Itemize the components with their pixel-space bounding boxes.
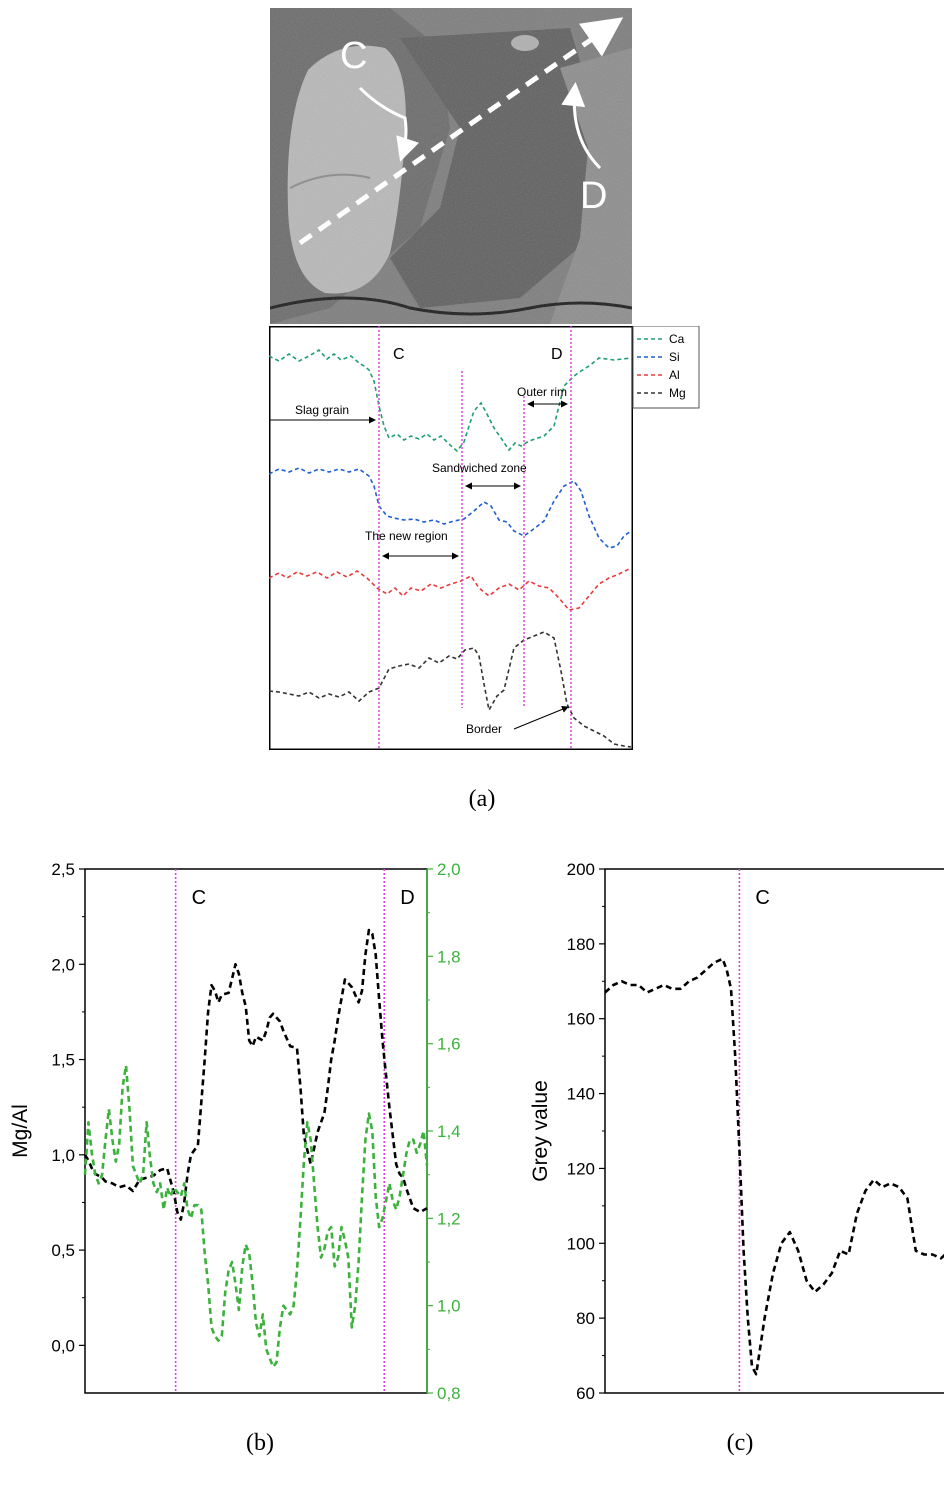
annotation-border: Border	[466, 722, 502, 736]
profile-legend: Ca Si Al Mg	[632, 326, 700, 409]
arrow-border	[513, 706, 569, 730]
guide-label-d: D	[400, 887, 414, 909]
series-line-0	[604, 957, 944, 1376]
chart-b-mg-al-ca-si: 0,0 0,5 1,0 1,5 2,0 2,5 0,8 1,0 1,2 1,4 1,6 1,8 2,0 C…	[9, 860, 461, 1403]
scan-line-arrow	[298, 17, 624, 246]
profile-marker-d: D	[551, 346, 563, 363]
y-tick-label: 0,0	[51, 1336, 75, 1355]
annotation-outer-rim: Outer rim	[517, 385, 567, 399]
y-tick-label: 200	[567, 860, 595, 879]
y-axis-label: Grey value	[529, 1080, 552, 1182]
y2-tick-label: 0,8	[437, 1384, 461, 1403]
y-tick-label: 2,0	[51, 955, 75, 974]
y-axis-label: Mg/Al	[9, 1104, 32, 1158]
photo-label-c: C	[340, 35, 367, 77]
y-tick-label: 0,5	[51, 1241, 75, 1260]
series-line-0	[83, 928, 428, 1221]
legend-label-mg: Mg	[669, 386, 686, 400]
annotation-slag-grain: Slag grain	[295, 403, 349, 417]
caption-c: (c)	[726, 1430, 754, 1456]
legend-box	[632, 326, 700, 409]
y2-tick-label: 1,0	[437, 1297, 461, 1316]
y2-tick-label: 1,6	[437, 1035, 461, 1054]
elemental-profile: C D Slag grain Outer rim Sandwiched zone…	[269, 326, 700, 750]
y2-tick-label: 1,4	[437, 1122, 461, 1141]
noise-texture	[270, 8, 632, 324]
profile-si	[269, 467, 632, 549]
legend-label-al: Al	[669, 368, 680, 382]
y-tick-label: 1,0	[51, 1146, 75, 1165]
guide-label-c: C	[755, 887, 769, 909]
y2-tick-label: 1,2	[437, 1209, 461, 1228]
legend-label-si: Si	[669, 350, 680, 364]
y-tick-label: 2,5	[51, 860, 75, 879]
y2-tick-label: 1,8	[437, 947, 461, 966]
y-tick-label: 80	[576, 1309, 595, 1328]
photo-label-d: D	[580, 175, 607, 217]
y-tick-label: 100	[567, 1234, 595, 1253]
guide-label-c: C	[192, 887, 206, 909]
y-tick-label: 160	[567, 1010, 595, 1029]
y-tick-label: 1,5	[51, 1051, 75, 1070]
plot-frame	[604, 868, 944, 1394]
caption-a: (a)	[468, 786, 496, 812]
series-line-1	[83, 1064, 429, 1369]
y-tick-label: 140	[567, 1085, 595, 1104]
legend-label-ca: Ca	[669, 332, 685, 346]
arrow-c	[358, 86, 420, 162]
caption-b: (b)	[246, 1430, 274, 1456]
y2-tick-label: 2,0	[437, 860, 461, 879]
profile-marker-c: C	[393, 346, 405, 363]
sem-micrograph: C D	[270, 8, 632, 324]
y-tick-label: 60	[576, 1384, 595, 1403]
y-tick-label: 180	[567, 935, 595, 954]
profile-al	[269, 567, 632, 611]
y-tick-label: 120	[567, 1159, 595, 1178]
profile-frame	[269, 326, 633, 750]
annotation-sandwiched-zone: Sandwiched zone	[432, 461, 527, 475]
arrow-d	[561, 82, 602, 170]
annotation-new-region: The new region	[365, 529, 448, 543]
profile-ca	[269, 348, 632, 453]
profile-mg	[269, 631, 632, 748]
